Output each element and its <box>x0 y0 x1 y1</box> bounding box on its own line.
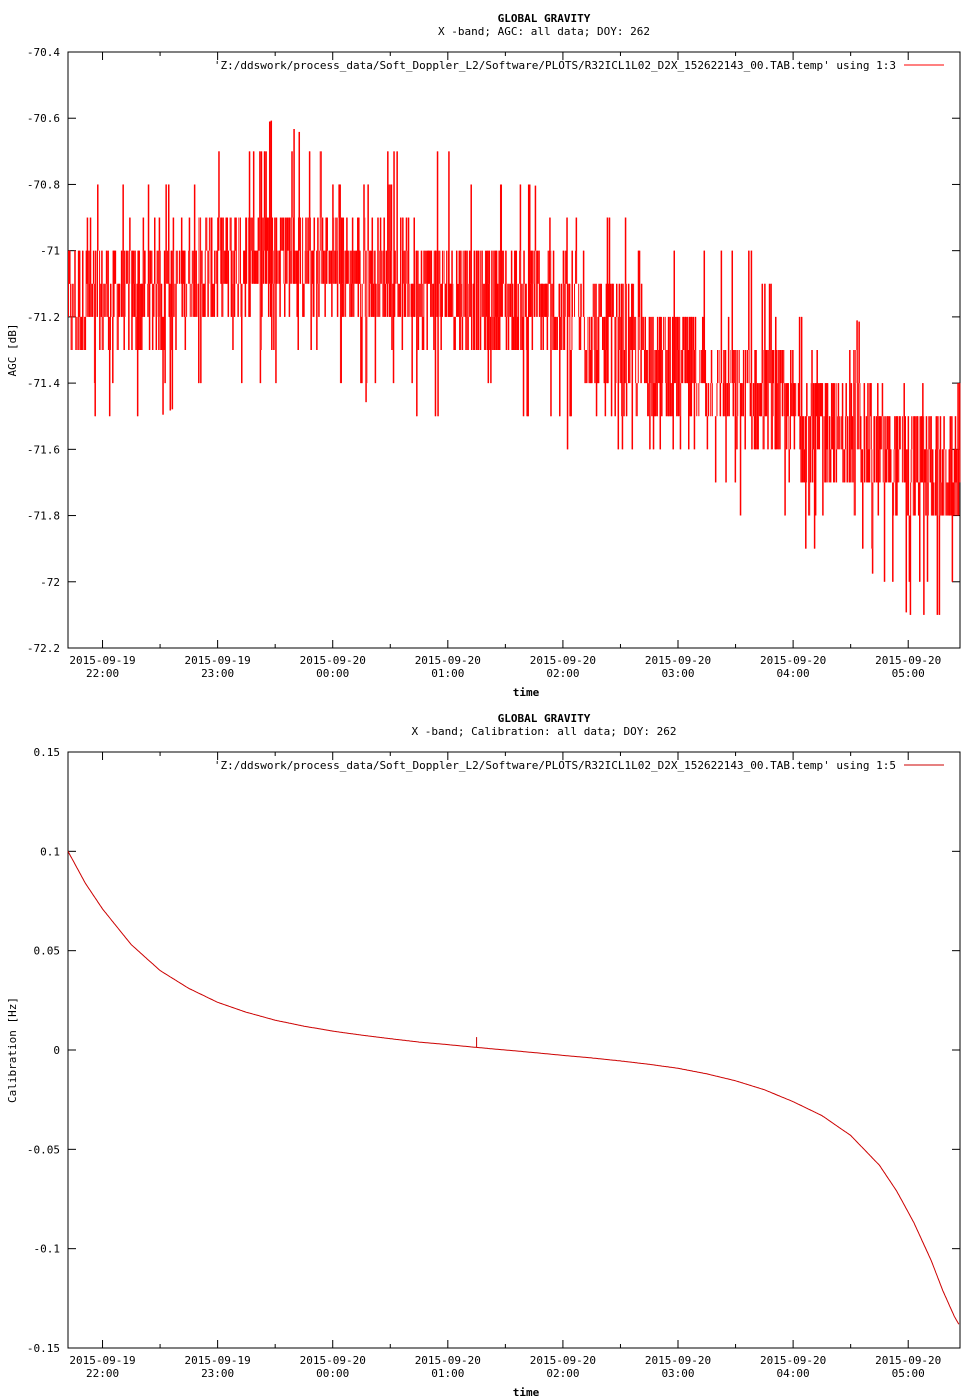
x-tick-time: 05:00 <box>892 1367 925 1380</box>
x-tick-time: 04:00 <box>777 1367 810 1380</box>
x-tick-time: 23:00 <box>201 667 234 680</box>
x-tick-time: 22:00 <box>86 667 119 680</box>
x-tick-time: 00:00 <box>316 1367 349 1380</box>
x-tick-time: 00:00 <box>316 667 349 680</box>
x-tick-time: 23:00 <box>201 1367 234 1380</box>
y-tick-label: -70.6 <box>27 112 60 125</box>
x-tick-time: 02:00 <box>546 667 579 680</box>
y-tick-label: -71.8 <box>27 510 60 523</box>
y-tick-label: -72 <box>40 576 60 589</box>
x-tick-time: 04:00 <box>777 667 810 680</box>
x-tick-date: 2015-09-20 <box>300 654 366 667</box>
y-tick-label: -0.1 <box>34 1243 61 1256</box>
x-tick-date: 2015-09-20 <box>875 654 941 667</box>
plot-frame <box>67 51 961 649</box>
x-axis-label: time <box>513 1386 540 1399</box>
y-tick-label: -71 <box>40 245 60 258</box>
y-tick-label: -71.6 <box>27 443 60 456</box>
y-tick-label: 0 <box>53 1044 60 1057</box>
y-tick-label: 0.15 <box>34 746 61 759</box>
x-tick-date: 2015-09-20 <box>645 1354 711 1367</box>
y-tick-label: -72.2 <box>27 642 60 655</box>
chart-title: GLOBAL GRAVITY <box>498 12 591 25</box>
x-tick-date: 2015-09-20 <box>760 1354 826 1367</box>
x-tick-time: 03:00 <box>661 1367 694 1380</box>
x-tick-date: 2015-09-19 <box>69 1354 135 1367</box>
x-tick-time: 05:00 <box>892 667 925 680</box>
x-axis-label: time <box>513 686 540 699</box>
x-tick-time: 22:00 <box>86 1367 119 1380</box>
y-tick-label: -70.8 <box>27 178 60 191</box>
x-tick-date: 2015-09-20 <box>760 654 826 667</box>
y-axis-label: Calibration [Hz] <box>6 997 19 1103</box>
x-tick-date: 2015-09-20 <box>530 654 596 667</box>
x-tick-time: 01:00 <box>431 1367 464 1380</box>
chart-title: GLOBAL GRAVITY <box>498 712 591 725</box>
x-tick-date: 2015-09-20 <box>645 654 711 667</box>
x-tick-date: 2015-09-19 <box>185 1354 251 1367</box>
legend-label: 'Z:/ddswork/process_data/Soft_Doppler_L2… <box>214 59 896 72</box>
x-tick-time: 01:00 <box>431 667 464 680</box>
x-tick-date: 2015-09-20 <box>875 1354 941 1367</box>
calibration-line <box>67 851 960 1325</box>
legend-label: 'Z:/ddswork/process_data/Soft_Doppler_L2… <box>214 759 896 772</box>
x-tick-date: 2015-09-20 <box>415 654 481 667</box>
x-tick-date: 2015-09-19 <box>185 654 251 667</box>
agc-series <box>68 120 961 615</box>
y-tick-label: -0.15 <box>27 1342 60 1355</box>
x-tick-time: 03:00 <box>661 667 694 680</box>
x-tick-date: 2015-09-20 <box>300 1354 366 1367</box>
y-tick-label: -70.4 <box>27 46 60 59</box>
y-tick-label: 0.05 <box>34 945 61 958</box>
x-tick-time: 02:00 <box>546 1367 579 1380</box>
y-tick-label: 0.1 <box>40 845 60 858</box>
y-axis-label: AGC [dB] <box>6 324 19 377</box>
x-tick-date: 2015-09-19 <box>69 654 135 667</box>
x-tick-date: 2015-09-20 <box>530 1354 596 1367</box>
plot-frame <box>67 751 961 1349</box>
x-tick-date: 2015-09-20 <box>415 1354 481 1367</box>
y-tick-label: -71.2 <box>27 311 60 324</box>
y-tick-label: -0.05 <box>27 1143 60 1156</box>
chart-subtitle: X -band; Calibration: all data; DOY: 262 <box>412 725 677 738</box>
chart-subtitle: X -band; AGC: all data; DOY: 262 <box>438 25 650 38</box>
y-tick-label: -71.4 <box>27 377 60 390</box>
